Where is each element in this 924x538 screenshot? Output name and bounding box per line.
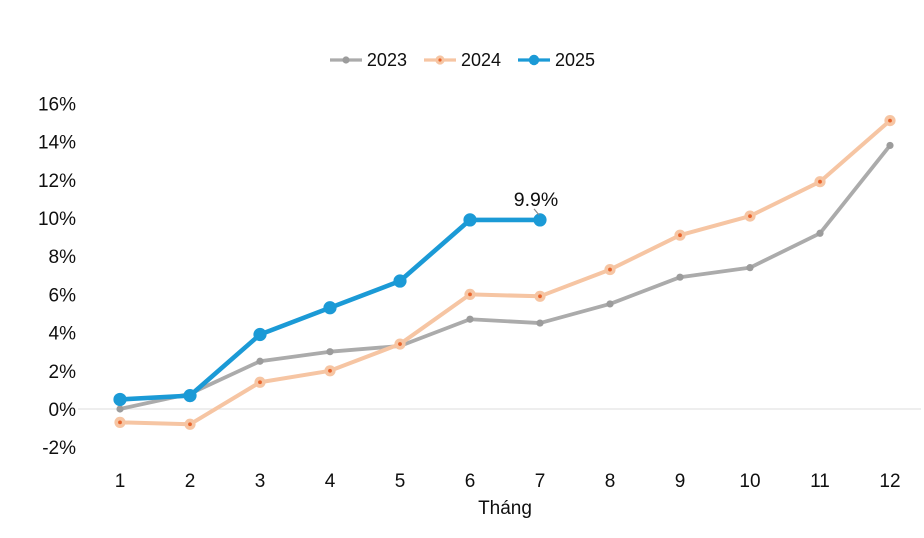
series-marker-2023 [816,229,824,237]
series-marker-dot-2024 [258,380,262,385]
series-marker-2023 [746,264,754,272]
x-tick-label: 5 [395,471,406,492]
series-marker-dot-2024 [818,179,822,184]
series-marker-2023 [326,348,334,356]
y-tick-label: 6% [49,285,77,306]
y-tick-label: 8% [49,247,77,268]
series-marker-2023 [676,273,684,281]
series-2025 [113,213,547,407]
x-tick-label: 1 [115,471,126,492]
y-tick-label: 12% [38,171,76,192]
series-marker-dot-2024 [118,420,122,425]
series-marker-dot-2024 [328,368,332,373]
x-tick-label: 11 [810,471,830,492]
x-tick-label: 7 [535,471,546,492]
annotation-leader-line [533,208,540,216]
series-2023 [116,141,894,413]
series-marker-2025 [183,389,197,403]
series-marker-dot-2024 [468,292,472,297]
y-tick-label: 2% [49,362,77,383]
x-tick-label: 9 [675,471,686,492]
series-marker-dot-2024 [188,422,192,427]
y-tick-label: 16% [38,94,76,115]
series-marker-dot-2024 [748,214,752,218]
series-marker-dot-2024 [538,294,542,299]
y-tick-label: 4% [49,324,77,345]
series-marker-dot-2024 [888,118,892,123]
series-marker-2023 [116,405,124,413]
x-axis-title: Tháng [478,498,532,519]
series-marker-2025 [323,301,337,315]
x-tick-label: 6 [465,471,476,492]
x-tick-label: 3 [255,471,266,492]
series-marker-2025 [253,327,267,342]
series-marker-dot-2024 [608,267,612,272]
series-marker-dot-2024 [678,233,682,238]
series-line-2023 [118,143,892,411]
y-tick-label: 10% [38,209,76,230]
series-marker-2023 [466,315,474,323]
series-marker-2023 [886,141,894,150]
series-marker-2023 [536,319,544,327]
series-line-2024 [118,118,892,427]
data-label-annotation: 9.9% [514,189,558,211]
series-marker-2023 [256,357,264,365]
x-tick-label: 2 [185,471,196,492]
series-marker-2025 [393,274,407,288]
y-tick-label: 14% [38,133,76,154]
series-marker-2025 [463,213,477,227]
x-tick-label: 12 [879,471,900,492]
y-tick-label: 0% [49,400,77,421]
x-tick-label: 8 [605,471,616,492]
series-marker-2025 [113,392,127,407]
series-2024 [114,114,896,430]
series-marker-2023 [606,300,614,308]
series-marker-2025 [533,213,547,227]
x-tick-label: 10 [739,471,760,492]
x-tick-label: 4 [325,471,336,492]
y-tick-label: -2% [42,438,76,459]
series-marker-dot-2024 [398,342,402,346]
